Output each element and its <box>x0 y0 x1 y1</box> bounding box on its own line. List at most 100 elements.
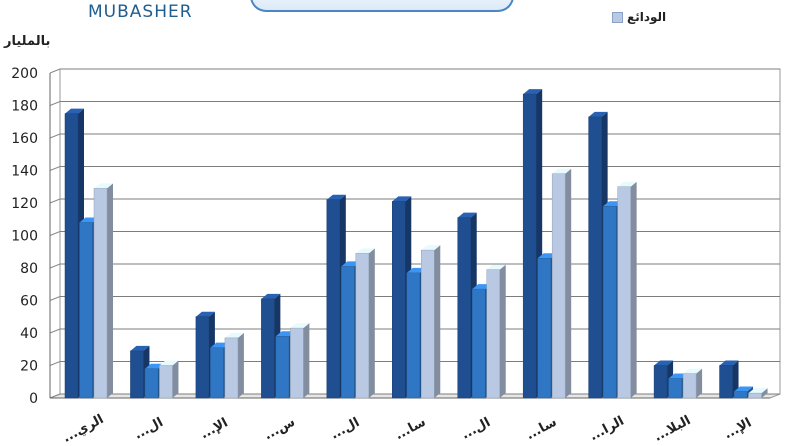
bar-top <box>734 386 754 392</box>
bar-top <box>130 345 150 351</box>
x-tick-label: الإ... <box>722 415 755 442</box>
bar <box>457 217 471 399</box>
bar-top <box>224 332 244 338</box>
x-tick-label: الري... <box>60 412 106 446</box>
gridline-depth <box>49 296 61 301</box>
bar <box>653 365 668 399</box>
bar <box>224 337 239 399</box>
bar <box>551 173 566 399</box>
bar <box>602 206 617 399</box>
gridline-depth <box>49 231 61 236</box>
x-tick-label: سا... <box>393 415 429 443</box>
bar <box>93 188 108 399</box>
bar-side <box>434 245 441 398</box>
bar-top <box>523 89 543 95</box>
x-tick-label: ال... <box>132 415 166 443</box>
gridline-depth <box>49 166 61 171</box>
gridline-depth <box>49 361 61 366</box>
bar <box>144 368 159 399</box>
x-tick-label: البلا... <box>652 413 694 445</box>
bar <box>392 201 406 399</box>
bar-top <box>355 248 375 254</box>
bar-top <box>719 360 739 366</box>
bar <box>326 199 341 399</box>
bar <box>421 249 435 399</box>
bar <box>341 266 355 399</box>
x-tick-label: الرا... <box>587 414 626 444</box>
y-tick-label: 40 <box>20 326 38 342</box>
gridline-depth <box>49 133 61 139</box>
brand-logo: MUBASHER <box>88 2 193 22</box>
bar-side <box>303 323 310 398</box>
gridline-depth <box>49 198 61 204</box>
bar <box>406 272 421 399</box>
bar <box>355 253 370 399</box>
y-tick-label: 0 <box>29 391 38 407</box>
bar-top <box>457 212 477 218</box>
legend-label: الودائع <box>627 10 667 24</box>
gridline-depth <box>49 68 61 74</box>
bar-top <box>588 111 608 117</box>
y-tick-label: 20 <box>20 359 38 375</box>
legend: الودائع <box>612 10 666 24</box>
bar <box>588 116 602 399</box>
bar-top <box>617 181 637 187</box>
bar-top <box>290 323 310 329</box>
legend-swatch <box>612 11 623 23</box>
bar <box>261 298 275 399</box>
x-tick-label: س... <box>262 415 298 444</box>
bar-side <box>565 168 572 398</box>
bar <box>486 269 500 399</box>
bar-side <box>732 360 739 398</box>
y-tick-label: 180 <box>11 99 38 115</box>
bar-top <box>392 196 412 202</box>
bar-side <box>630 181 637 398</box>
x-tick-label: ال... <box>459 415 493 443</box>
bar-top <box>748 388 768 394</box>
bar <box>64 113 79 399</box>
bar-top <box>326 194 346 200</box>
bar <box>668 378 682 399</box>
x-tick-label: الإ... <box>198 415 231 442</box>
bar-side <box>172 360 179 398</box>
y-tick-label: 160 <box>11 131 38 147</box>
bar <box>719 365 733 399</box>
bar <box>682 373 697 399</box>
bar-top <box>552 168 572 174</box>
gridline-depth <box>49 101 61 106</box>
gridline-depth <box>49 263 61 269</box>
bar-side <box>237 332 244 398</box>
x-tick-label: ال... <box>328 415 362 443</box>
gridline-depth <box>49 393 61 399</box>
y-tick-label: 80 <box>20 261 38 277</box>
bar-top <box>159 360 179 366</box>
bar <box>748 392 762 399</box>
bar-top <box>654 360 674 366</box>
y-tick-label: 120 <box>11 196 38 212</box>
gridline-depth <box>49 328 61 334</box>
bar-side <box>107 183 113 398</box>
x-tick-label: سا... <box>524 415 560 443</box>
y-tick-label: 60 <box>20 294 38 310</box>
bar <box>195 316 210 399</box>
y-tick-label: 200 <box>11 66 38 82</box>
bar <box>733 391 748 399</box>
y-tick-label: 100 <box>11 229 38 245</box>
bar <box>79 222 93 399</box>
bar <box>537 258 551 399</box>
bar <box>159 365 173 399</box>
bar <box>290 327 304 399</box>
bar-top <box>94 183 113 189</box>
bar-side <box>696 368 703 398</box>
bar-side <box>761 388 768 398</box>
bar-top <box>261 293 281 299</box>
y-axis-unit: بالمليار <box>4 34 51 49</box>
bar <box>617 186 631 399</box>
bar <box>522 93 537 399</box>
bar-side <box>499 264 506 398</box>
bar-top <box>65 108 84 114</box>
bar-top <box>683 368 703 374</box>
y-tick-label: 140 <box>11 164 38 180</box>
bar-top <box>486 264 506 270</box>
